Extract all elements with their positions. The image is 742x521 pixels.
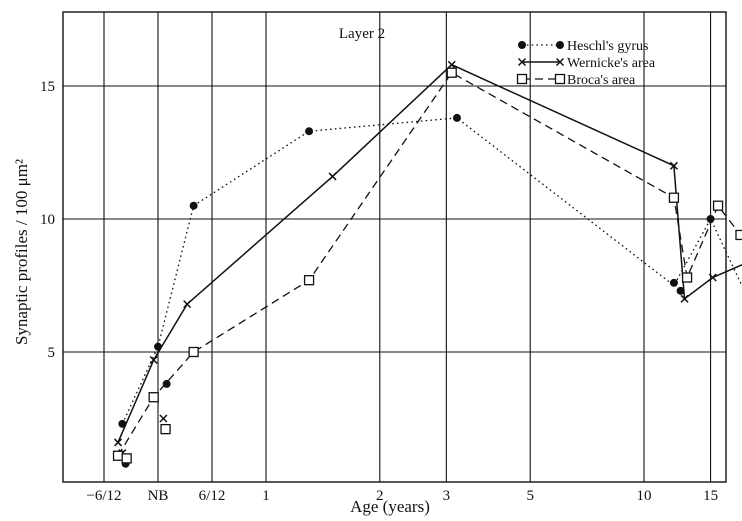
legend-label-wernicke: Wernicke's area: [567, 56, 656, 71]
legend-marker-broca: [516, 73, 528, 85]
x-tick-label: NB: [148, 488, 169, 504]
data-point-broca: [681, 272, 693, 283]
data-point-broca: [668, 192, 680, 203]
data-point-wernicke: [708, 273, 717, 282]
x-tick-label: −6/12: [86, 488, 121, 504]
x-tick-label: 3: [443, 488, 451, 504]
legend-marker-broca: [554, 73, 566, 85]
data-point-broca: [112, 450, 124, 461]
data-point-heschl: [118, 419, 127, 428]
y-tick-label: 10: [40, 212, 55, 228]
legend-item-heschl: Heschl's gyrus: [518, 39, 648, 54]
data-point-broca: [160, 423, 171, 435]
x-tick-label: 2: [376, 488, 384, 504]
legend-label-broca: Broca's area: [567, 73, 636, 88]
data-point-wernicke: [183, 300, 192, 309]
x-tick-label: 1: [262, 488, 270, 504]
y-tick-label: 15: [40, 79, 55, 95]
data-point-wernicke: [669, 161, 678, 170]
data-point-broca: [303, 275, 315, 286]
data-point-heschl: [669, 278, 678, 287]
data-point-wernicke: [328, 172, 337, 181]
data-point-heschl: [706, 215, 715, 223]
data-point-heschl: [305, 127, 314, 136]
legend-label-heschl: Heschl's gyrus: [567, 39, 648, 54]
legend-marker-heschl: [556, 41, 564, 49]
data-point-wernicke: [680, 294, 689, 303]
data-point-broca: [735, 229, 742, 241]
y-axis-ticks: 5 10 15: [40, 79, 55, 361]
series-line-broca: [117, 71, 742, 457]
legend-marker-wernicke: [517, 57, 527, 67]
x-tick-label: 5: [526, 488, 534, 504]
x-tick-label: 6/12: [199, 488, 226, 504]
data-point-wernicke: [149, 355, 158, 365]
x-tick-label: 15: [703, 488, 718, 504]
series-broca: [112, 67, 742, 464]
data-point-broca: [121, 453, 132, 464]
x-axis-label: Age (years): [350, 497, 430, 516]
data-point-broca: [446, 67, 457, 78]
data-point-heschl: [452, 113, 461, 122]
legend-marker-heschl: [518, 41, 526, 49]
chart-series: [112, 60, 742, 468]
legend: Heschl's gyrus Wernicke's area Broca's are…: [516, 39, 656, 88]
y-axis-label: Synaptic profiles / 100 μm²: [12, 159, 31, 345]
data-point-broca: [712, 200, 724, 211]
data-point-heschl: [162, 379, 171, 388]
legend-marker-wernicke: [555, 57, 565, 67]
data-point-wernicke: [114, 438, 123, 447]
chart-title: Layer 2: [339, 26, 385, 42]
y-tick-label: 5: [48, 345, 56, 361]
series-wernicke: [114, 60, 742, 458]
data-point-wernicke: [447, 60, 456, 69]
series-line-heschl: [121, 117, 742, 425]
plot-frame: [62, 11, 727, 483]
chart-grid: [63, 12, 726, 482]
legend-item-broca: Broca's area: [516, 73, 636, 88]
data-point-wernicke: [159, 414, 168, 423]
x-tick-label: 10: [637, 488, 652, 504]
legend-item-wernicke: Wernicke's area: [517, 56, 656, 71]
data-point-heschl: [676, 286, 685, 295]
series-heschl: [118, 113, 742, 468]
data-point-broca: [188, 346, 199, 358]
data-point-heschl: [189, 201, 198, 210]
data-point-broca: [148, 392, 159, 403]
